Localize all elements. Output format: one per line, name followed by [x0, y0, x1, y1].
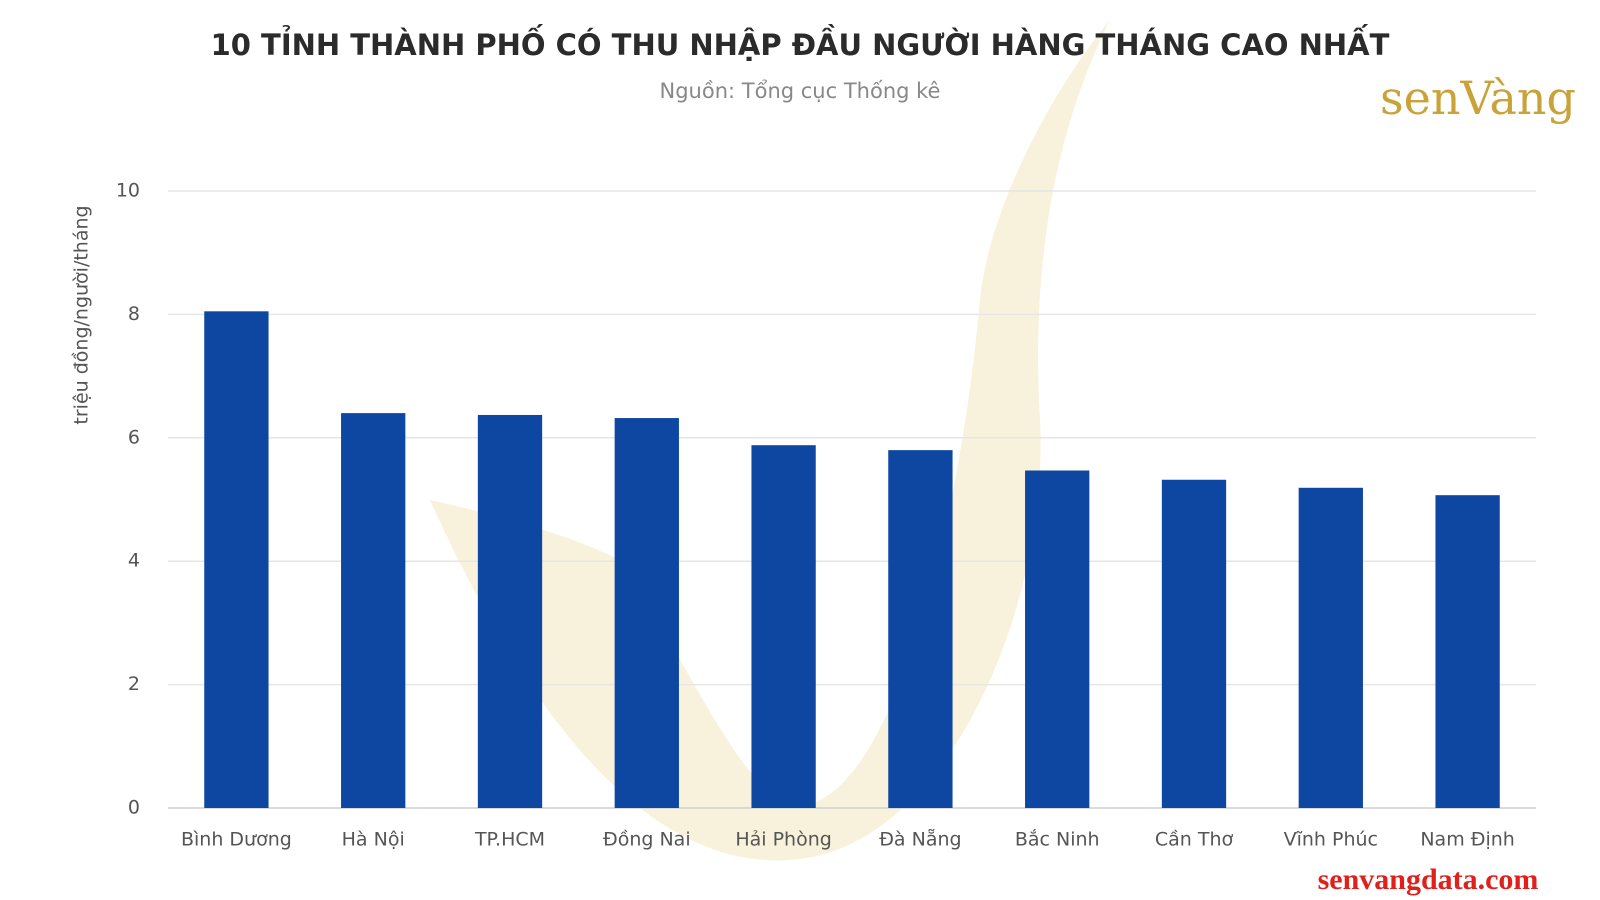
x-tick-label: Nam Định — [1420, 829, 1515, 851]
y-tick-label: 8 — [128, 303, 140, 325]
x-tick-label: Đồng Nai — [603, 829, 691, 851]
bar — [888, 450, 953, 808]
bar — [614, 418, 679, 808]
watermark-text: senvangdata.com — [1318, 863, 1539, 896]
y-axis-label: triệu đồng/người/tháng — [71, 205, 93, 424]
y-tick-label: 2 — [128, 673, 140, 695]
bar — [1298, 487, 1363, 808]
x-tick-label: Vĩnh Phúc — [1284, 829, 1378, 851]
x-tick-label: Cần Thơ — [1155, 829, 1234, 851]
chart-title: 10 TỈNH THÀNH PHỐ CÓ THU NHẬP ĐẦU NGƯỜI … — [211, 24, 1390, 62]
logo: senVàng — [1380, 71, 1576, 125]
y-tick-label: 4 — [128, 550, 140, 572]
x-tick-label: Đà Nẵng — [879, 828, 961, 851]
x-tick-label: Hà Nội — [342, 829, 405, 851]
y-tick-label: 0 — [128, 797, 140, 819]
bar — [751, 445, 816, 808]
y-tick-label: 10 — [116, 180, 140, 202]
bar — [1161, 479, 1227, 808]
bar — [1435, 495, 1500, 808]
bar — [1025, 470, 1090, 808]
x-tick-label: Bắc Ninh — [1015, 828, 1100, 851]
bar — [341, 413, 406, 808]
bar — [204, 311, 269, 808]
bar — [477, 414, 543, 808]
y-tick-label: 6 — [128, 426, 140, 448]
chart-subtitle: Nguồn: Tổng cục Thống kê — [660, 79, 941, 103]
x-tick-label: Bình Dương — [181, 829, 292, 851]
x-tick-label: Hải Phòng — [735, 829, 831, 851]
x-tick-label: TP.HCM — [474, 829, 545, 851]
